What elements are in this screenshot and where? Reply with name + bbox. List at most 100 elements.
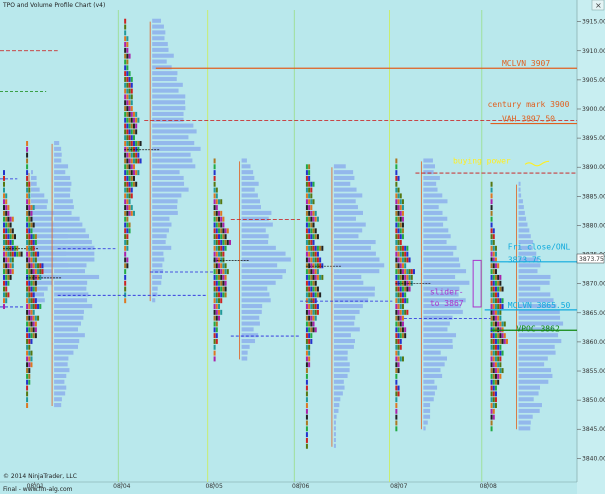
tpo-block [137,152,140,158]
volume-bar [333,228,363,233]
tpo-block [220,280,223,286]
tpo-block [492,414,495,420]
volume-bar [241,315,260,320]
tpo-block [490,304,493,309]
tpo-block [32,333,35,339]
tpo-block [215,292,218,298]
tpo-block [310,292,313,298]
volume-bar [31,251,67,256]
tpo-block [494,321,497,327]
tpo-block [308,292,311,298]
tpo-block [312,222,315,228]
volume-bar [333,222,366,227]
tpo-block [397,199,400,205]
tpo-block [397,245,400,251]
volume-bar [423,333,457,338]
tpo-block [124,240,127,245]
volume-bar [518,263,541,268]
tpo-block [401,274,404,280]
tpo-block [30,356,33,362]
tpo-block [128,222,131,228]
volume-bar [152,18,162,23]
tpo-block [124,59,127,65]
volume-bar [518,205,524,210]
tpo-block [26,327,29,333]
tpo-block [499,356,502,362]
tpo-block [26,181,29,187]
tpo-block [224,292,227,298]
tpo-block [130,123,133,129]
tpo-block [130,164,133,170]
tpo-block [32,222,35,228]
tpo-block [26,193,29,199]
volume-bar [31,245,67,250]
tpo-block [401,269,404,275]
tpo-block [26,403,29,408]
tpo-block [14,234,16,240]
tpo-block [218,298,221,304]
volume-bar [152,88,179,93]
volume-bar [518,373,553,378]
tpo-block [3,280,5,286]
tpo-block [34,286,37,292]
tpo-block [215,338,218,344]
volume-bar [241,175,255,181]
tpo-block [305,164,308,170]
tpo-block [494,385,497,391]
volume-bar [54,391,66,396]
volume-bar [423,222,444,227]
tpo-block [126,106,129,112]
volume-bar [333,286,375,291]
volume-bar [31,280,53,285]
tpo-block [314,280,317,286]
tpo-block [32,251,35,257]
volume-bar [152,47,169,52]
tpo-block [399,309,402,315]
tpo-block [397,263,400,269]
tpo-block [395,309,398,315]
volume-bar [152,117,184,122]
tpo-block [3,210,5,216]
tpo-block [26,368,29,374]
volume-bar [333,327,360,332]
tpo-block [492,286,495,292]
tpo-block [314,245,317,251]
tpo-block [7,263,10,269]
tpo-block [30,274,33,280]
volume-bar [54,228,86,233]
tpo-block [497,368,500,374]
volume-bar [31,193,45,198]
tpo-block [499,274,502,280]
volume-bar [518,228,530,233]
tpo-block [305,292,308,298]
tpo-block [9,245,12,251]
close-button[interactable] [591,0,605,11]
tpo-block [492,245,495,251]
tpo-block [503,321,506,327]
tpo-block [215,210,218,216]
tpo-block [30,338,33,344]
tpo-block [9,228,12,234]
volume-bar [423,205,439,210]
volume-bar [423,274,456,280]
tpo-block [410,280,413,286]
tpo-block [126,111,129,117]
volume-bar [333,280,364,285]
annotation-label: buying power [453,156,511,165]
volume-bar [152,164,196,169]
tpo-block [39,263,42,269]
tpo-block [492,263,495,269]
tpo-block [305,187,308,193]
close-icon[interactable]: × [595,1,602,10]
tpo-block [9,269,12,275]
tpo-block [130,106,133,112]
tpo-block [28,298,31,304]
tpo-block [316,263,319,269]
tpo-block [213,216,216,222]
tpo-block [26,391,29,397]
volume-bar [518,240,534,245]
tpo-block [39,269,42,275]
tpo-block [218,251,221,257]
tpo-block [305,437,308,443]
tpo-block [490,420,493,426]
